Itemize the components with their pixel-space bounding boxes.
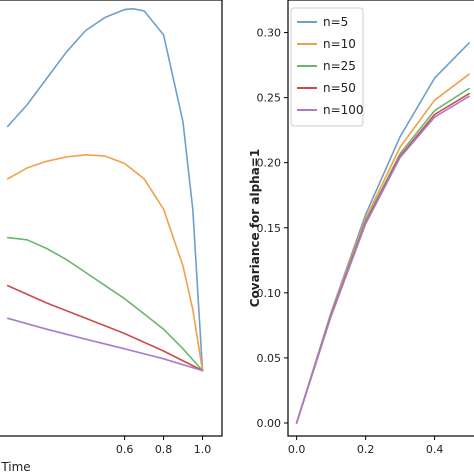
y-axis-title: Covariance for alpha=1: [248, 149, 262, 307]
plot-frame: [0, 0, 223, 437]
y-tick-label: 0.05: [257, 352, 282, 365]
x-tick-label: 0.2: [357, 443, 375, 456]
series-line-n-50: [295, 92, 470, 424]
x-tick-label: 1.0: [194, 443, 212, 456]
legend-label: n=10: [323, 37, 356, 51]
legend-label: n=25: [323, 59, 356, 73]
y-tick-label: 0.00: [257, 417, 282, 430]
x-tick-label: 0.6: [116, 443, 134, 456]
plot-frame: [287, 0, 474, 437]
x-tick-label: 0.4: [426, 443, 444, 456]
legend-label: n=100: [323, 103, 364, 117]
legend: n=5 n=10 n=25 n=50 n=100: [290, 7, 364, 127]
legend-label: n=50: [323, 81, 356, 95]
y-tick-label: 0.20: [257, 157, 282, 170]
legend-label: n=5: [323, 15, 348, 29]
x-tick-label: 0.8: [155, 443, 173, 456]
series-line-n-25: [6, 236, 204, 372]
x-tick-label: 0.0: [288, 443, 306, 456]
left-chart-panel: 0.6 0.8 1.0 Time: [0, 0, 223, 474]
series-line-n-50: [6, 284, 204, 372]
series-line-n-10: [295, 73, 470, 424]
y-tick-label: 0.30: [257, 27, 282, 40]
legend-box: [290, 7, 364, 127]
y-tick-label: 0.10: [257, 287, 282, 300]
y-tick-label: 0.15: [257, 222, 282, 235]
series-line-n-25: [295, 87, 470, 424]
series-line-n-100: [295, 95, 470, 424]
right-chart-panel: 0.0 0.2 0.4 0.00 0.05 0.10 0.15 0.20 0.25 0.30 Cov…: [248, 0, 474, 456]
x-axis-title: Time: [0, 460, 30, 474]
series-line-n-5: [6, 7, 204, 372]
y-tick-label: 0.25: [257, 92, 282, 105]
series-line-n-100: [6, 317, 204, 372]
series-line-n-10: [6, 154, 204, 372]
